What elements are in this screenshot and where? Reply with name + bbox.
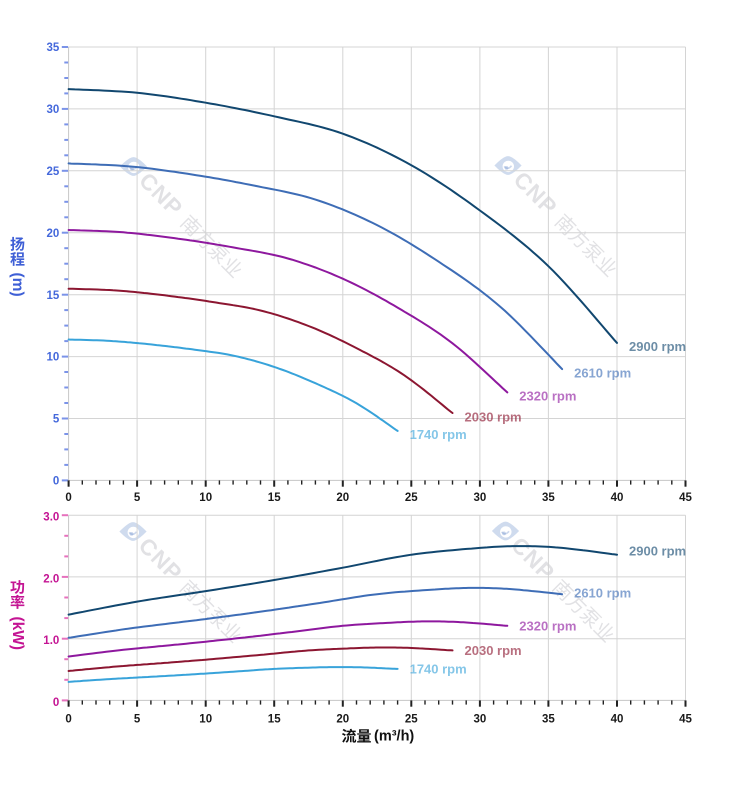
svg-text:45: 45 — [679, 713, 692, 725]
svg-text:2900 rpm: 2900 rpm — [629, 544, 686, 559]
svg-text:25: 25 — [405, 492, 418, 504]
svg-text:30: 30 — [474, 713, 487, 725]
svg-text:10: 10 — [199, 713, 212, 725]
svg-text:10: 10 — [47, 352, 60, 364]
svg-text:(m): (m) — [9, 273, 26, 297]
svg-text:0: 0 — [65, 492, 71, 504]
svg-text:35: 35 — [542, 713, 555, 725]
svg-text:25: 25 — [405, 713, 418, 725]
svg-text:15: 15 — [47, 290, 60, 302]
svg-text:30: 30 — [474, 492, 487, 504]
svg-text:15: 15 — [268, 713, 281, 725]
svg-text:0: 0 — [53, 476, 59, 488]
svg-text:5: 5 — [134, 713, 141, 725]
svg-text:2610 rpm: 2610 rpm — [574, 586, 631, 601]
svg-text:40: 40 — [611, 713, 624, 725]
svg-text:35: 35 — [47, 42, 60, 54]
svg-text:3.0: 3.0 — [43, 512, 59, 524]
svg-text:5: 5 — [134, 492, 141, 504]
svg-text:1740 rpm: 1740 rpm — [410, 427, 467, 442]
svg-text:35: 35 — [542, 492, 555, 504]
svg-text:(m³/h): (m³/h) — [374, 729, 414, 745]
svg-text:30: 30 — [47, 104, 60, 116]
svg-text:2320 rpm: 2320 rpm — [519, 389, 576, 404]
svg-text:2030 rpm: 2030 rpm — [465, 643, 522, 658]
svg-text:0: 0 — [65, 713, 71, 725]
svg-text:2610 rpm: 2610 rpm — [574, 365, 631, 380]
svg-text:2320 rpm: 2320 rpm — [519, 618, 576, 633]
svg-text:(kW): (kW) — [9, 617, 26, 651]
svg-text:45: 45 — [679, 492, 692, 504]
svg-text:1740 rpm: 1740 rpm — [410, 662, 467, 677]
svg-text:20: 20 — [47, 228, 60, 240]
svg-text:2030 rpm: 2030 rpm — [465, 409, 522, 424]
svg-text:25: 25 — [47, 166, 60, 178]
svg-text:10: 10 — [199, 492, 212, 504]
svg-text:2900 rpm: 2900 rpm — [629, 339, 686, 354]
svg-text:0: 0 — [53, 697, 59, 709]
svg-text:1.0: 1.0 — [43, 635, 59, 647]
svg-text:5: 5 — [53, 414, 60, 426]
svg-text:15: 15 — [268, 492, 281, 504]
svg-text:20: 20 — [336, 492, 349, 504]
svg-text:40: 40 — [611, 492, 624, 504]
svg-text:20: 20 — [336, 713, 349, 725]
svg-text:2.0: 2.0 — [43, 573, 59, 585]
